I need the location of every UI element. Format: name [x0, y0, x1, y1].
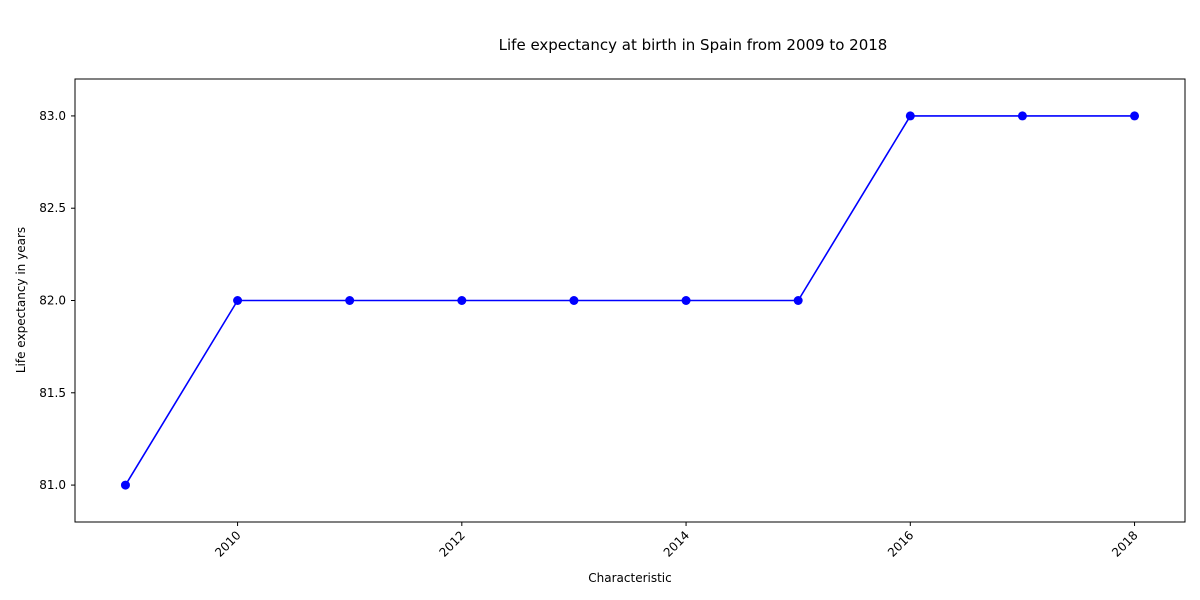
y-axis-label: Life expectancy in years: [14, 227, 28, 373]
data-point: [793, 296, 803, 305]
data-point: [120, 480, 130, 490]
data-point: [1017, 111, 1027, 121]
data-point: [1130, 111, 1140, 121]
y-tick-label: 82.0: [39, 294, 66, 308]
data-point: [457, 296, 467, 305]
data-point: [569, 296, 579, 305]
y-tick-label: 83.0: [39, 109, 66, 123]
data-point: [905, 111, 915, 121]
data-point: [681, 296, 691, 305]
y-tick-label: 81.5: [39, 386, 66, 400]
y-tick-label: 81.0: [39, 478, 66, 492]
data-point: [233, 296, 243, 305]
chart-title: Life expectancy at birth in Spain from 2…: [499, 36, 888, 54]
x-axis-label: Characteristic: [588, 571, 671, 585]
y-tick-label: 82.5: [39, 201, 66, 215]
series-line: [124, 115, 1135, 486]
data-point: [345, 296, 355, 305]
